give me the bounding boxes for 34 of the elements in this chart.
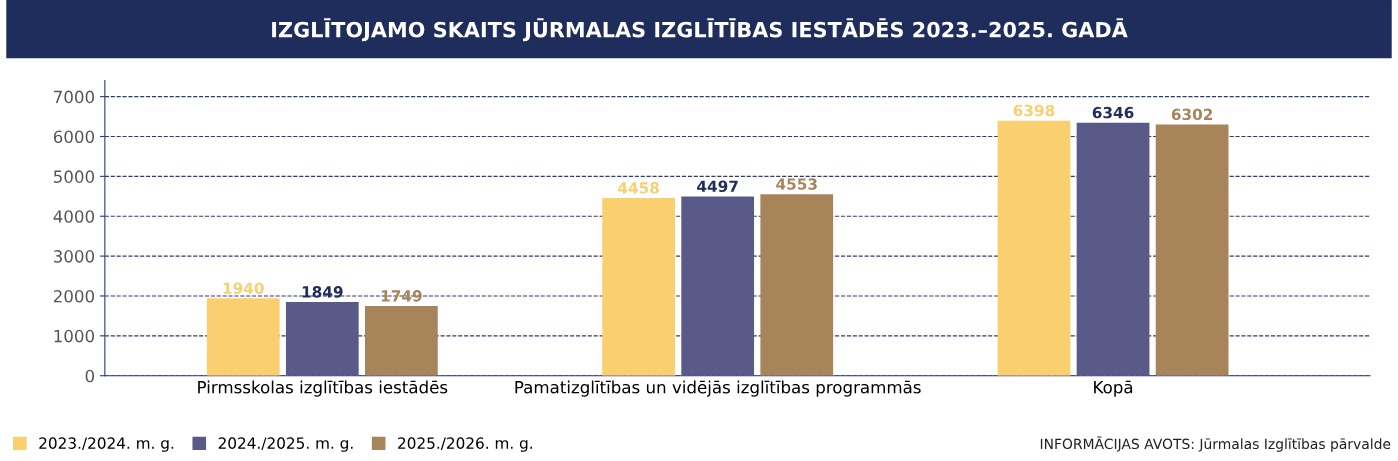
bar xyxy=(602,197,675,376)
y-tick-label: 5000 xyxy=(54,170,95,183)
legend-label: 2024./2025. m. g. xyxy=(218,437,353,452)
data-label: 4497 xyxy=(697,180,738,193)
y-tick-label: 3000 xyxy=(53,250,95,263)
x-tick-label: Pamatizglītības un vidējās izglītības programmās xyxy=(515,380,921,397)
bar xyxy=(365,305,438,376)
data-label: 1940 xyxy=(223,282,264,295)
y-tick-label: 6000 xyxy=(53,130,95,144)
text: INFORMĀCIJAS AVOTS: Jūrmalas Izglītības pārvalde xyxy=(1040,436,1391,452)
bar xyxy=(1155,124,1229,376)
legend-label: 2025./2026. m. g. xyxy=(398,437,532,452)
y-tick-label: 1000 xyxy=(54,329,95,343)
data-label: 4553 xyxy=(776,178,817,190)
y-tick-label: 7000 xyxy=(54,90,95,104)
data-label: 6302 xyxy=(1171,108,1213,121)
bar xyxy=(1076,122,1150,376)
bar xyxy=(760,194,834,376)
chart-title: IZGLĪTOJAMO SKAITS JŪRMALAS IZGLĪTĪBAS IESTĀDĒS 2023.–2025. GADĀ xyxy=(272,18,1128,42)
bar xyxy=(681,196,755,376)
bar xyxy=(997,120,1071,376)
legend-label: 2023./2024. m. g. xyxy=(39,437,174,452)
bar xyxy=(206,298,280,376)
data-label: 6398 xyxy=(1013,104,1055,117)
y-tick-label: 0 xyxy=(85,369,95,383)
y-tick-label: 4000 xyxy=(53,210,95,223)
data-label: 6346 xyxy=(1092,106,1134,119)
data-label: 1749 xyxy=(381,290,422,302)
data-label: 4458 xyxy=(618,182,659,194)
data-label: 1849 xyxy=(302,286,343,298)
x-tick-label: Kopā xyxy=(1094,380,1133,397)
x-tick-label: Pirmsskolas izglītības iestādēs xyxy=(198,380,448,397)
bar xyxy=(285,301,359,376)
y-tick-label: 2000 xyxy=(53,289,95,303)
